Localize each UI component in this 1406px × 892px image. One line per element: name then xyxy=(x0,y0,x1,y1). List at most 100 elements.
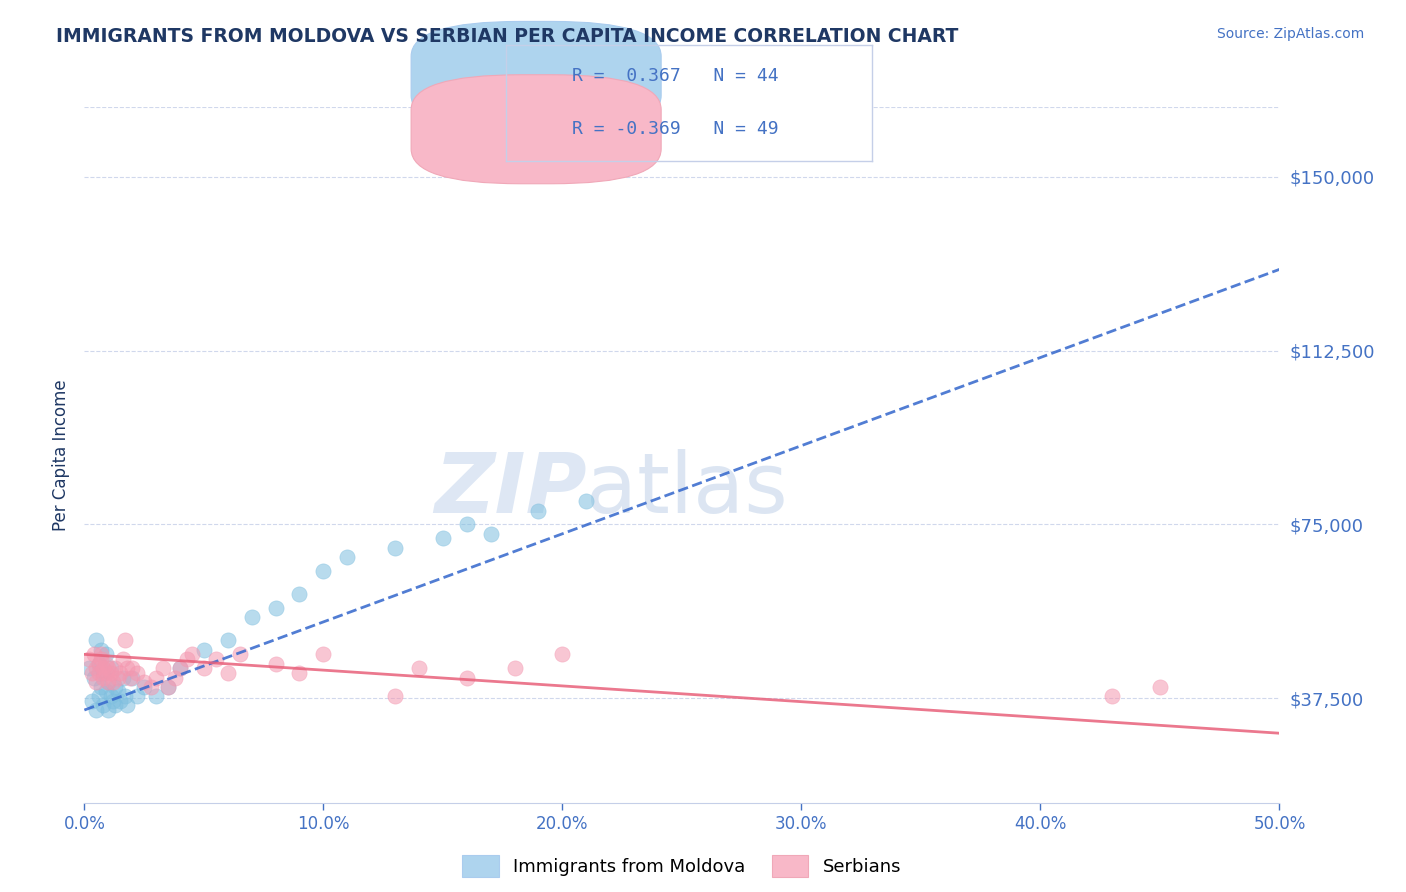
Point xyxy=(1101,689,1123,703)
Point xyxy=(336,549,359,564)
Point xyxy=(93,665,115,680)
Text: atlas: atlas xyxy=(586,450,787,530)
Point xyxy=(551,648,574,662)
Point xyxy=(84,703,107,717)
Text: Source: ZipAtlas.com: Source: ZipAtlas.com xyxy=(1216,27,1364,41)
Point xyxy=(205,652,228,666)
Point xyxy=(456,671,478,685)
Point xyxy=(132,680,156,694)
Y-axis label: Per Capita Income: Per Capita Income xyxy=(52,379,70,531)
Point xyxy=(193,661,215,675)
Point xyxy=(114,689,136,703)
Point xyxy=(384,541,406,555)
Point xyxy=(312,648,335,662)
Point xyxy=(84,633,107,648)
Point xyxy=(100,689,122,703)
Point xyxy=(264,601,287,615)
Point xyxy=(84,661,107,675)
Point xyxy=(97,675,120,690)
Point xyxy=(111,671,134,685)
Point xyxy=(93,671,115,685)
Point xyxy=(117,661,139,675)
Point xyxy=(217,633,239,648)
Point xyxy=(104,698,127,713)
Point xyxy=(87,657,110,671)
Point xyxy=(121,661,143,675)
Point xyxy=(503,661,526,675)
Point xyxy=(80,665,103,680)
Point xyxy=(193,642,215,657)
Point xyxy=(94,665,117,680)
Point xyxy=(90,652,112,666)
Point xyxy=(145,689,167,703)
Point xyxy=(97,675,120,690)
Text: R = -0.369   N = 49: R = -0.369 N = 49 xyxy=(572,120,779,138)
Point xyxy=(83,671,105,685)
Point xyxy=(83,648,105,662)
Point xyxy=(100,661,122,675)
Point xyxy=(152,661,174,675)
Point xyxy=(100,665,122,680)
Text: R =  0.367   N = 44: R = 0.367 N = 44 xyxy=(572,67,779,85)
Legend: Immigrants from Moldova, Serbians: Immigrants from Moldova, Serbians xyxy=(456,847,908,884)
Point xyxy=(169,661,191,675)
Point xyxy=(169,661,191,675)
Point xyxy=(84,675,107,690)
Point xyxy=(118,671,141,685)
Point xyxy=(228,648,252,662)
FancyBboxPatch shape xyxy=(411,75,661,184)
Point xyxy=(125,689,148,703)
Point xyxy=(132,675,156,690)
Point xyxy=(107,671,129,685)
Point xyxy=(240,610,263,624)
Point xyxy=(145,671,167,685)
Point xyxy=(87,657,110,671)
Point xyxy=(77,652,100,666)
Point xyxy=(117,698,139,713)
Point xyxy=(288,665,311,680)
Point xyxy=(575,494,598,508)
Point xyxy=(408,661,430,675)
Point xyxy=(94,648,117,662)
Point xyxy=(93,698,115,713)
Point xyxy=(125,665,148,680)
Point xyxy=(97,661,120,675)
Point xyxy=(90,648,112,662)
Point xyxy=(90,680,112,694)
Point xyxy=(77,661,100,675)
Point xyxy=(176,652,198,666)
FancyBboxPatch shape xyxy=(411,21,661,130)
Point xyxy=(87,689,110,703)
Point xyxy=(141,680,163,694)
Point xyxy=(94,657,117,671)
Point xyxy=(104,661,127,675)
Point xyxy=(217,665,239,680)
Point xyxy=(110,665,132,680)
Point xyxy=(97,703,120,717)
Point xyxy=(312,564,335,578)
Point xyxy=(479,526,502,541)
Point xyxy=(288,587,311,601)
Point xyxy=(432,532,454,546)
Point xyxy=(80,694,103,708)
Point xyxy=(527,503,550,517)
Text: ZIP: ZIP xyxy=(433,450,586,530)
Point xyxy=(101,694,124,708)
Point xyxy=(157,680,180,694)
Point xyxy=(121,671,143,685)
Point xyxy=(101,675,124,690)
Point xyxy=(87,665,110,680)
Point xyxy=(157,680,180,694)
Point xyxy=(104,680,127,694)
Point xyxy=(110,694,132,708)
Point xyxy=(264,657,287,671)
Point xyxy=(94,684,117,698)
Point xyxy=(1149,680,1171,694)
Point xyxy=(107,684,129,698)
Point xyxy=(384,689,406,703)
Point xyxy=(180,648,202,662)
Point xyxy=(111,652,134,666)
Point xyxy=(114,633,136,648)
Point xyxy=(90,642,112,657)
Point xyxy=(165,671,187,685)
